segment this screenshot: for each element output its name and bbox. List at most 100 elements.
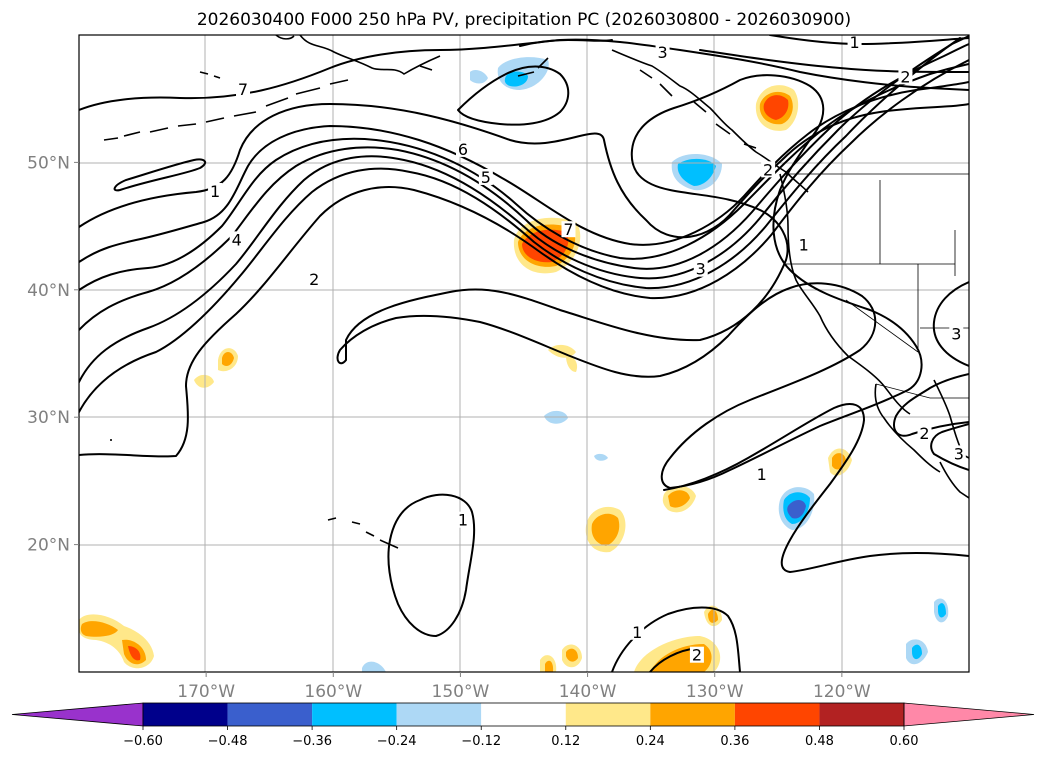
- pv-contour-7-jet: [79, 59, 969, 458]
- pv-contour-label: 2: [692, 646, 702, 665]
- pv-label-bg: [693, 260, 708, 277]
- latitude-tick-labels: 20°N 30°N 40°N 50°N: [27, 153, 79, 556]
- pv-contour-1-east: [663, 403, 969, 573]
- pv-label-bg: [455, 140, 470, 157]
- precip-blob-neg-south-east: [362, 598, 949, 672]
- lat-tick-label: 40°N: [27, 281, 70, 301]
- colorbar-extend-max: [903, 702, 1035, 727]
- precip-blob-pos-12n-west: [79, 614, 154, 669]
- pv-contour-3-east: [930, 423, 969, 471]
- pv-contour-label: 1: [849, 33, 859, 52]
- precip-blob-bc-coast-pos: [755, 85, 799, 131]
- precip-blob-pos-21n: [585, 506, 626, 553]
- pv-contour-label: 3: [951, 325, 961, 344]
- pv-label-bg: [949, 325, 964, 342]
- pv-contour-1-west: [79, 103, 969, 239]
- colorbar-tick-label: 0.12: [551, 734, 580, 749]
- pv-contour-label: 1: [210, 182, 220, 201]
- precip-blob-pos-24n: [662, 485, 696, 513]
- colorbar-tick-label: −0.60: [123, 734, 163, 749]
- colorbar-segment: [734, 703, 820, 726]
- lon-tick-label: 140°W: [559, 682, 617, 702]
- pv-contour-label: 3: [657, 43, 667, 62]
- pv-contours: [79, 35, 969, 672]
- pv-label-bg: [236, 81, 251, 98]
- lon-tick-label: 130°W: [686, 682, 744, 702]
- plot-area: [79, 35, 969, 672]
- colorbar-segment: [481, 703, 566, 726]
- chart-title: 2026030400 F000 250 hPa PV, precipitatio…: [197, 10, 851, 30]
- pv-contour-label: 2: [309, 270, 319, 289]
- lon-tick-label: 160°W: [304, 682, 362, 702]
- pv-label-bg: [478, 168, 493, 185]
- colorbar-tick-label: −0.36: [292, 734, 332, 749]
- lat-tick-label: 20°N: [27, 536, 70, 556]
- precip-blob-pos-bottom-small: [540, 644, 582, 672]
- lon-tick-label: 120°W: [813, 682, 871, 702]
- colorbar-segment: [819, 703, 904, 726]
- pv-contour-label: 5: [481, 168, 491, 187]
- pv-label-bg: [847, 35, 862, 50]
- pv-contour-label: 7: [238, 80, 248, 99]
- pv-contour-gulf: [457, 65, 570, 126]
- pv-label-bg: [951, 445, 966, 462]
- colorbar-tick-label: −0.12: [461, 734, 501, 749]
- pv-label-bg: [917, 425, 932, 442]
- pv-contour-label: 2: [900, 67, 910, 86]
- pv-contour-label: 3: [954, 444, 964, 463]
- colorbar-outline: [142, 702, 905, 727]
- colorbar-tick-label: 0.48: [805, 734, 834, 749]
- pv-contour-5: [79, 35, 969, 383]
- pv-contour-3-ne: [932, 281, 969, 367]
- pv-label-bg: [898, 68, 913, 85]
- precip-blob-neg-23n: [778, 487, 815, 530]
- lat-tick-label: 30°N: [27, 408, 70, 428]
- pv-contour-labels: 1 2 4 7 65 7 3 1 3 1 2 2 1 1 2 3 3 1 2: [208, 33, 966, 665]
- pv-label-bg: [761, 161, 776, 178]
- pv-label-bg: [307, 270, 322, 287]
- pv-label-bg: [754, 465, 769, 482]
- pv-contour-1-west-loop: [113, 158, 207, 192]
- colorbar-tick-label: −0.24: [377, 734, 417, 749]
- precip-blob-small-neg-2: [594, 453, 608, 461]
- pv-contour-1-sub: [387, 493, 476, 637]
- colorbar-segment: [312, 703, 397, 726]
- colorbar-segment: [143, 703, 228, 726]
- pv-label-bg: [229, 231, 244, 248]
- pv-label-bg: [455, 511, 470, 528]
- longitude-tick-labels: 170°W 160°W 150°W 140°W 130°W 120°W: [177, 672, 871, 702]
- pv-contour-label: 1: [799, 235, 809, 254]
- pv-contour-3-north: [519, 39, 613, 47]
- pv-contour-4: [79, 43, 969, 331]
- pv-label-bg: [796, 236, 811, 253]
- graticule: [79, 35, 969, 672]
- pv-contour-2-north: [699, 49, 969, 73]
- pv-contour-label: 6: [458, 140, 468, 159]
- colorbar-segment: [650, 703, 735, 726]
- pv-contour-south-1: [611, 606, 741, 672]
- colorbar: −0.60 −0.48 −0.36 −0.24 −0.12 0.12 0.24 0.36 0.4…: [11, 702, 1035, 749]
- pv-contour-closed-ridge: [336, 74, 923, 489]
- pv-contour-7-north: [79, 38, 969, 111]
- plot-frame: [78, 34, 970, 673]
- pv-label-bg: [689, 646, 704, 663]
- colorbar-tick-label: 0.36: [720, 734, 749, 749]
- pv-label-bg: [208, 182, 223, 199]
- pv-label-bg: [561, 221, 576, 238]
- lon-tick-label: 170°W: [177, 682, 235, 702]
- pv-contour-label: 1: [757, 465, 767, 484]
- pv-contour-label: 7: [563, 220, 573, 239]
- lon-tick-label: 150°W: [432, 682, 490, 702]
- precip-blob-pos-34n-west: [194, 348, 238, 388]
- colorbar-segment: [565, 703, 651, 726]
- colorbar-tick-label: −0.48: [208, 734, 248, 749]
- pv-label-bg: [630, 623, 645, 640]
- pv-label-bg: [655, 44, 670, 61]
- pv-contour-label: 2: [919, 424, 929, 443]
- colorbar-tick-label: 0.24: [636, 734, 665, 749]
- pv-contour-label: 4: [232, 230, 242, 249]
- pv-contour-6: [79, 37, 961, 413]
- precip-blob-small-2: [566, 355, 578, 372]
- lat-tick-label: 50°N: [27, 153, 70, 173]
